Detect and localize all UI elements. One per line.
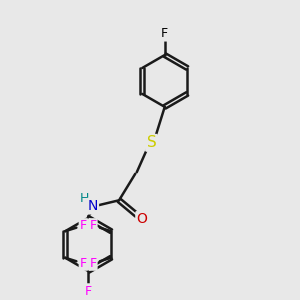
Text: S: S — [147, 135, 156, 150]
Text: F: F — [80, 256, 87, 269]
Text: F: F — [80, 219, 87, 232]
Text: O: O — [136, 212, 148, 226]
Text: H: H — [80, 192, 89, 205]
Text: F: F — [89, 256, 96, 269]
Text: F: F — [89, 219, 96, 232]
Text: N: N — [87, 199, 98, 213]
Text: F: F — [161, 27, 168, 40]
Text: F: F — [85, 284, 92, 298]
